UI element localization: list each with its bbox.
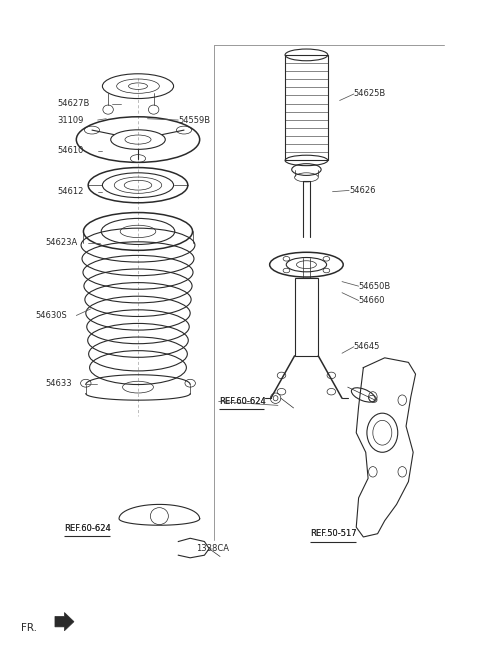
- Text: 54630S: 54630S: [35, 311, 67, 320]
- Text: REF.50-517: REF.50-517: [310, 529, 357, 538]
- Bar: [285, 55, 328, 160]
- Text: REF.50-517: REF.50-517: [310, 529, 357, 538]
- Text: REF.60-624: REF.60-624: [219, 397, 265, 406]
- Text: 31109: 31109: [57, 116, 84, 125]
- Text: REF.60-624: REF.60-624: [64, 524, 111, 533]
- Text: FR.: FR.: [21, 623, 37, 633]
- Bar: [295, 278, 318, 356]
- Text: 54627B: 54627B: [57, 99, 90, 108]
- Text: 54650B: 54650B: [359, 282, 391, 290]
- Text: 54625B: 54625B: [354, 89, 386, 99]
- Text: REF.60-624: REF.60-624: [64, 524, 111, 533]
- Text: 1338CA: 1338CA: [196, 543, 229, 553]
- Text: 54623A: 54623A: [46, 238, 78, 247]
- Polygon shape: [55, 612, 74, 631]
- Text: REF.60-624: REF.60-624: [219, 397, 265, 406]
- Text: 54612: 54612: [57, 187, 84, 196]
- Text: 54626: 54626: [349, 186, 376, 195]
- Text: 54660: 54660: [359, 296, 385, 305]
- Text: 54633: 54633: [46, 379, 72, 388]
- Text: 54559B: 54559B: [179, 116, 210, 125]
- Text: 54645: 54645: [354, 342, 380, 351]
- Text: 54610: 54610: [57, 146, 84, 155]
